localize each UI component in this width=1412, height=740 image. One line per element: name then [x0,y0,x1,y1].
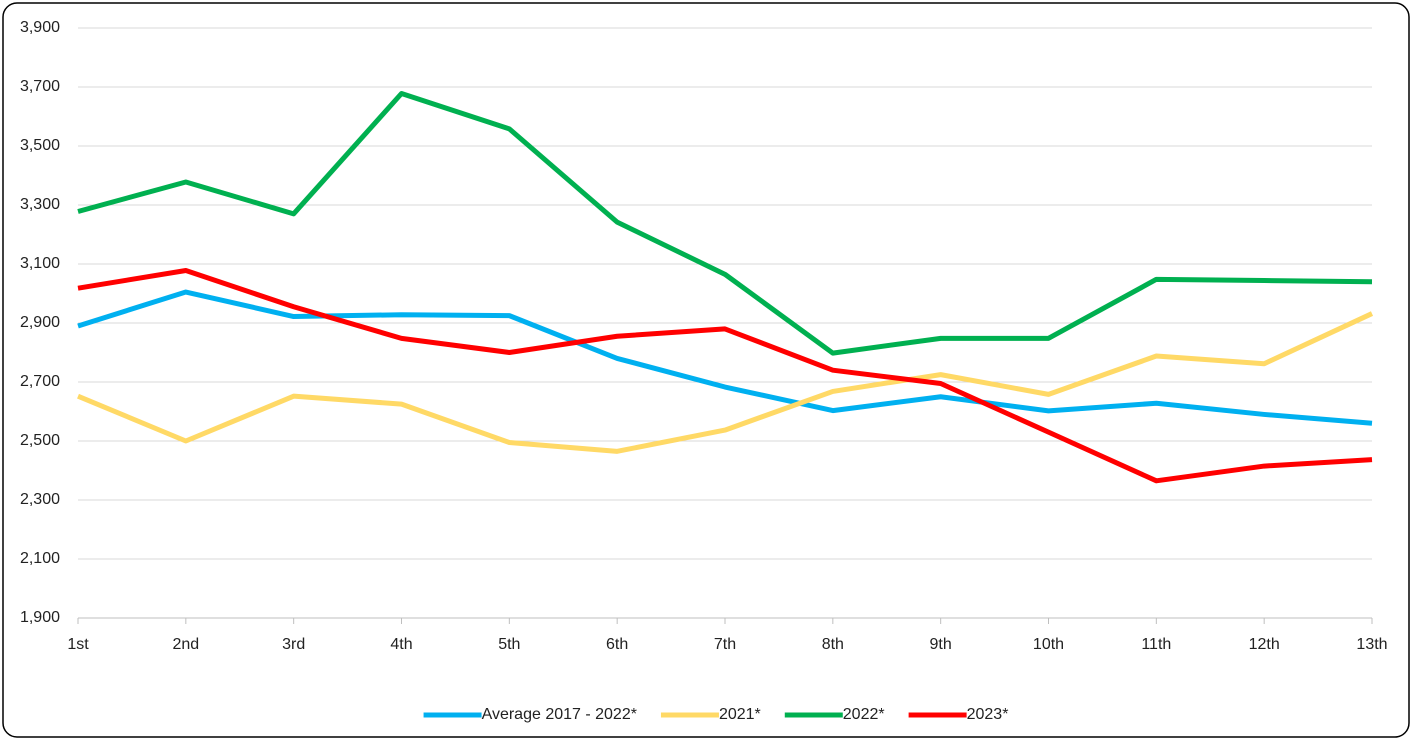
y-tick-label: 3,300 [20,196,60,213]
series-line [77,267,1373,484]
y-tick-label: 2,700 [20,373,60,390]
series-line [77,289,1373,426]
x-tick-label: 7th [714,636,736,653]
x-tick-label: 10th [1033,636,1064,653]
x-tick-label: 8th [822,636,844,653]
x-tick-label: 1st [67,636,89,653]
y-tick-label: 3,500 [20,137,60,154]
legend-label: 2023* [967,706,1009,723]
y-tick-label: 2,500 [20,432,60,449]
x-tick-label: 2nd [172,636,199,653]
legend-label: 2022* [843,706,885,723]
y-tick-label: 3,900 [20,19,60,36]
x-tick-label: 11th [1141,636,1171,653]
y-tick-label: 3,100 [20,255,60,272]
y-tick-label: 1,900 [20,609,60,626]
legend-label: Average 2017 - 2022* [482,706,637,723]
y-tick-label: 3,700 [20,78,60,95]
x-tick-label: 6th [606,636,628,653]
y-tick-label: 2,300 [20,491,60,508]
x-tick-label: 12th [1249,636,1280,653]
x-tick-label: 9th [930,636,952,653]
legend-label: 2021* [719,706,761,723]
legend: Average 2017 - 2022* 2021* 2022* 2023* [423,706,1009,723]
series-line [77,90,1373,356]
x-tick-label: 13th [1356,636,1387,653]
y-tick-label: 2,900 [20,314,60,331]
y-tick-label: 2,100 [20,550,60,567]
x-tick-label: 4th [390,636,412,653]
series-line [77,311,1374,454]
x-tick-label: 3rd [282,636,305,653]
x-tick-label: 5th [498,636,520,653]
